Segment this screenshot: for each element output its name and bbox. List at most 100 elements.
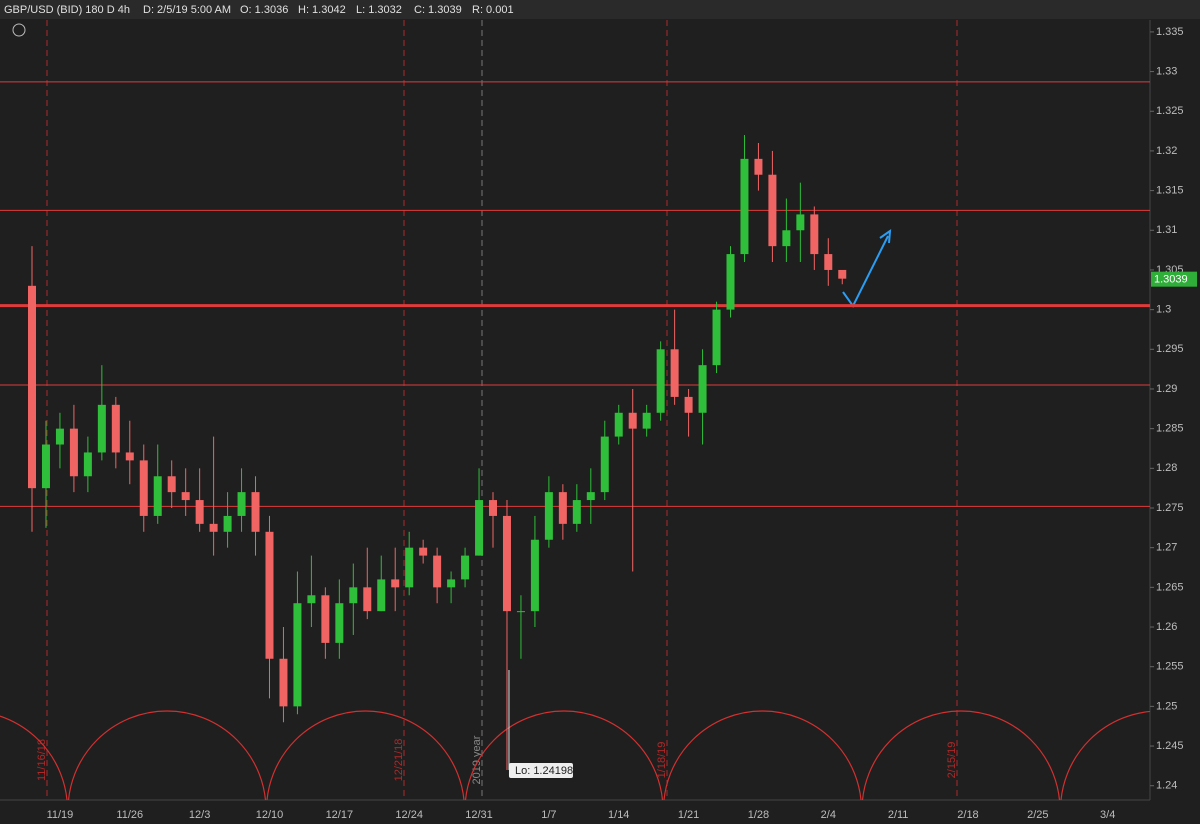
candle-body	[796, 214, 805, 231]
candle-body	[740, 158, 749, 255]
y-tick-label: 1.255	[1156, 661, 1184, 673]
y-tick-label: 1.3	[1156, 304, 1171, 316]
x-tick-label: 1/28	[748, 809, 769, 821]
x-tick-label: 1/14	[608, 809, 629, 821]
cycle-arc	[663, 710, 862, 800]
bar-close: C: 1.3039	[414, 4, 462, 16]
x-tick-label: 11/26	[116, 809, 143, 821]
y-tick-label: 1.26	[1156, 621, 1177, 633]
candle-body	[83, 452, 92, 477]
candle-body	[572, 500, 581, 524]
candle-body	[41, 444, 50, 489]
x-tick-label: 12/10	[256, 809, 284, 821]
x-tick-label: 2/11	[888, 809, 909, 821]
candle-body	[209, 523, 218, 532]
cycle-arc	[1060, 710, 1150, 800]
candle-body	[502, 515, 511, 612]
candle-body	[181, 492, 190, 501]
candle-body	[321, 595, 330, 643]
last-price: 1.3039	[1154, 274, 1188, 286]
bar-low: L: 1.3032	[356, 4, 402, 16]
y-tick-label: 1.27	[1156, 542, 1177, 554]
candle-body	[433, 555, 442, 588]
last-price-box	[1151, 271, 1197, 287]
candle-body	[838, 269, 847, 279]
candle-body	[195, 500, 204, 524]
candle-body	[530, 539, 539, 612]
candle-body	[28, 285, 36, 489]
candle-body	[656, 349, 665, 413]
y-tick-label: 1.285	[1156, 423, 1184, 435]
candle-body	[782, 230, 791, 247]
candle-body	[684, 396, 693, 413]
x-tick-label: 3/4	[1100, 809, 1115, 821]
y-tick-label: 1.245	[1156, 740, 1184, 752]
candle-body	[586, 492, 595, 501]
candle-body	[810, 214, 819, 255]
candle-body	[726, 254, 735, 310]
cycle-arc	[464, 710, 664, 800]
bar-high: H: 1.3042	[298, 4, 346, 16]
candle-body	[670, 349, 679, 397]
candle-body	[768, 174, 777, 247]
x-tick-label: 12/17	[326, 809, 354, 821]
candle-body	[335, 603, 344, 643]
candle-body	[600, 436, 609, 493]
bar-range: R: 0.001	[472, 4, 514, 16]
candle-body	[349, 587, 358, 604]
bar-open: O: 1.3036	[240, 4, 288, 16]
y-tick-label: 1.315	[1156, 185, 1184, 197]
candle-body	[628, 412, 637, 429]
candle-body	[363, 587, 372, 612]
candle-body	[265, 531, 274, 659]
cycle-label: 2/15/19	[946, 742, 958, 779]
x-tick-label: 1/7	[541, 809, 556, 821]
x-tick-label: 12/31	[465, 809, 493, 821]
y-tick-label: 1.295	[1156, 343, 1184, 355]
candle-body	[642, 412, 651, 429]
candle-body	[139, 460, 148, 516]
candle-body	[125, 452, 134, 461]
candle-body	[377, 579, 386, 612]
y-tick-label: 1.33	[1156, 65, 1177, 77]
y-tick-label: 1.24	[1156, 780, 1177, 792]
candle-body	[405, 547, 414, 588]
low-label: Lo: 1.24198	[515, 765, 573, 777]
candle-body	[516, 611, 525, 613]
candle-body	[475, 500, 484, 556]
cycle-arc	[67, 710, 267, 800]
y-tick-label: 1.335	[1156, 26, 1184, 38]
candle-body	[167, 476, 176, 493]
y-tick-label: 1.265	[1156, 581, 1184, 593]
y-tick-label: 1.31	[1156, 224, 1177, 236]
arrow-head	[879, 228, 892, 244]
candle-body	[558, 492, 567, 524]
candle-body	[69, 428, 78, 477]
candle-body	[447, 579, 456, 588]
candle-body	[712, 309, 721, 366]
candle-body	[251, 492, 260, 532]
cycle-label: 11/16/18	[36, 739, 48, 781]
candle-body	[614, 412, 623, 437]
x-tick-label: 1/21	[678, 809, 699, 821]
candle-body	[153, 476, 162, 516]
plot-area: 11/16/18 12/21/18 2019 year 1/18/19 2/15/19	[0, 20, 1150, 800]
candle-body	[824, 254, 833, 270]
bar-date: D: 2/5/19 5:00 AM	[143, 4, 231, 16]
x-tick-label: 2/4	[821, 809, 836, 821]
cycle-arc	[861, 710, 1061, 800]
cycle-label: 1/18/19	[656, 742, 668, 779]
info-icon[interactable]	[12, 23, 26, 37]
symbol[interactable]: GBP/USD (BID) 180 D 4h	[4, 4, 130, 16]
y-tick-label: 1.32	[1156, 145, 1177, 157]
x-tick-label: 2/25	[1027, 809, 1048, 821]
candle-body	[544, 492, 553, 540]
candle-body	[489, 500, 498, 516]
candle-body	[307, 595, 316, 604]
low-label-box	[508, 763, 573, 779]
candle-body	[279, 658, 288, 707]
y-tick-label: 1.25	[1156, 700, 1177, 712]
x-tick-label: 2/18	[957, 809, 978, 821]
x-tick-label: 12/24	[395, 809, 423, 821]
